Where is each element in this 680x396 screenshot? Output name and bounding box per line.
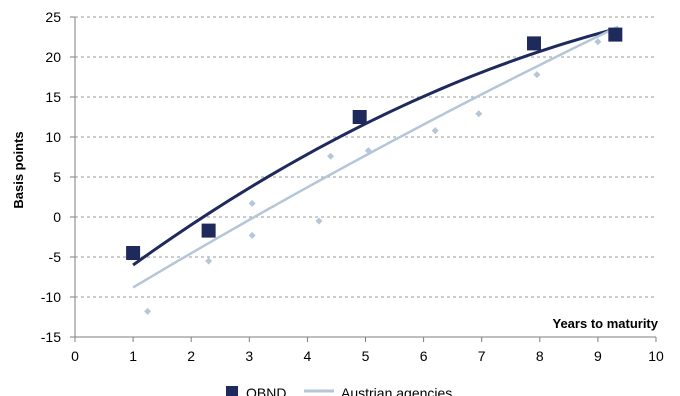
x-tick-label: 6 (420, 348, 428, 364)
y-axis-label: Basis points (11, 131, 26, 208)
data-point-diamond (431, 127, 439, 135)
data-point-diamond (364, 147, 372, 155)
data-point-diamond (533, 71, 541, 79)
y-tick-label: -10 (41, 289, 61, 305)
y-tick-label: 25 (45, 9, 61, 25)
y-tick-label: -15 (41, 329, 61, 345)
data-points (126, 27, 623, 315)
data-point-square (608, 27, 623, 42)
y-tick-label: 20 (45, 49, 61, 65)
legend-obnd-marker (226, 386, 238, 396)
data-point-square (201, 223, 216, 238)
x-tick-label: 1 (129, 348, 137, 364)
data-point-diamond (327, 152, 335, 160)
data-point-square (352, 110, 367, 124)
data-point-square (526, 36, 541, 51)
data-point-diamond (248, 231, 256, 239)
trend-lines (132, 25, 619, 289)
data-point-diamond (594, 38, 602, 46)
trend-line (132, 25, 619, 289)
x-tick-label: 9 (594, 348, 602, 364)
x-tick-label: 5 (362, 348, 370, 364)
x-axis-label: Years to maturity (553, 316, 659, 331)
x-tick-label: 4 (304, 348, 312, 364)
y-tick-label: 5 (53, 169, 61, 185)
data-point-diamond (315, 217, 323, 225)
x-tick-label: 7 (478, 348, 486, 364)
data-point-diamond (475, 110, 483, 118)
x-tick-label: 0 (71, 348, 79, 364)
x-tick-label: 2 (187, 348, 195, 364)
y-tick-label: -5 (49, 249, 62, 265)
grid (75, 16, 656, 298)
data-point-diamond (205, 257, 213, 265)
legend-obnd-label: OBND (246, 385, 286, 396)
legend: OBND Austrian agencies (226, 385, 452, 396)
y-tick-label: 0 (53, 209, 61, 225)
tick-labels: 25 20 15 10 5 0 -5 -10 -15 0 1 2 3 4 5 6 7 8 9 10 (41, 9, 664, 364)
y-tick-label: 10 (45, 129, 61, 145)
x-tick-label: 8 (536, 348, 544, 364)
data-point-diamond (248, 199, 256, 207)
x-tick-label: 10 (648, 348, 664, 364)
x-tick-label: 3 (245, 348, 253, 364)
data-point-square (126, 246, 141, 260)
legend-agencies-label: Austrian agencies (341, 385, 452, 396)
axes (70, 16, 657, 342)
trend-line (132, 27, 616, 267)
data-point-diamond (144, 307, 152, 315)
y-tick-label: 15 (45, 89, 61, 105)
